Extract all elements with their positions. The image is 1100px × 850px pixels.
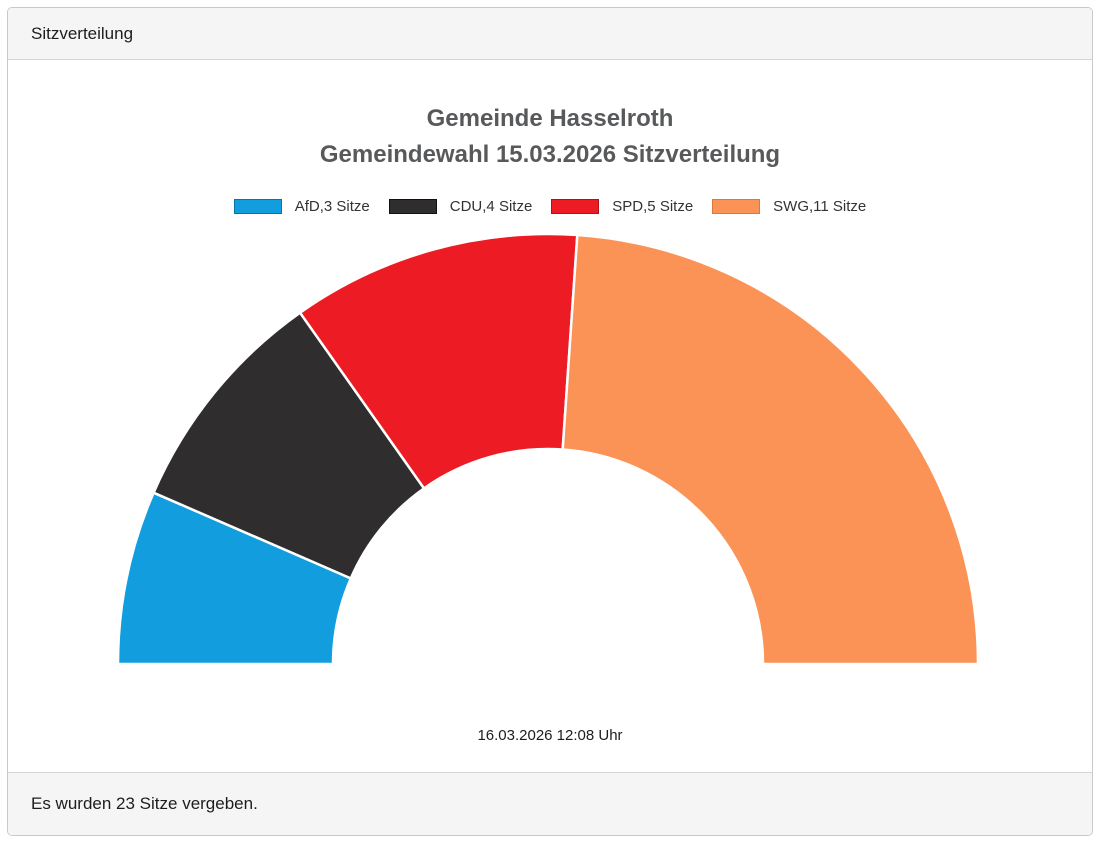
chart-title: Gemeinde Hasselroth Gemeindewahl 15.03.2… bbox=[8, 101, 1092, 173]
sitzverteilung-card: Sitzverteilung Gemeinde Hasselroth Gemei… bbox=[7, 7, 1093, 836]
chart-timestamp: 16.03.2026 12:08 Uhr bbox=[477, 727, 623, 744]
legend-label-spd: SPD,5 Sitze bbox=[612, 198, 694, 215]
legend-item-cdu[interactable]: CDU,4 Sitze bbox=[388, 198, 533, 215]
chart-panel: Gemeinde Hasselroth Gemeindewahl 15.03.2… bbox=[8, 60, 1092, 772]
legend-item-afd[interactable]: AfD,3 Sitze bbox=[233, 198, 370, 215]
card-header-title: Sitzverteilung bbox=[31, 23, 134, 43]
card-footer: Es wurden 23 Sitze vergeben. bbox=[8, 772, 1092, 835]
legend-swatch-spd bbox=[551, 199, 600, 214]
legend-item-swg[interactable]: SWG,11 Sitze bbox=[712, 198, 866, 215]
card-header: Sitzverteilung bbox=[8, 8, 1092, 60]
legend-label-afd: AfD,3 Sitze bbox=[294, 198, 370, 215]
legend-label-swg: SWG,11 Sitze bbox=[773, 198, 867, 215]
chart-legend: AfD,3 Sitze CDU,4 Sitze SPD,5 Sitze SWG,11 … bbox=[8, 198, 1092, 215]
legend-swatch-afd bbox=[233, 199, 282, 214]
legend-swatch-swg bbox=[712, 199, 761, 214]
legend-label-cdu: CDU,4 Sitze bbox=[449, 198, 533, 215]
chart-title-line1: Gemeinde Hasselroth bbox=[426, 105, 674, 132]
donut-slice-swg[interactable] bbox=[561, 233, 980, 666]
legend-item-spd[interactable]: SPD,5 Sitze bbox=[551, 198, 693, 215]
legend-swatch-cdu bbox=[388, 199, 437, 214]
chart-title-line2: Gemeindewahl 15.03.2026 Sitzverteilung bbox=[319, 141, 781, 168]
seat-distribution-half-donut-chart bbox=[116, 232, 980, 666]
footer-seats-total-text: Es wurden 23 Sitze vergeben. bbox=[31, 794, 258, 813]
